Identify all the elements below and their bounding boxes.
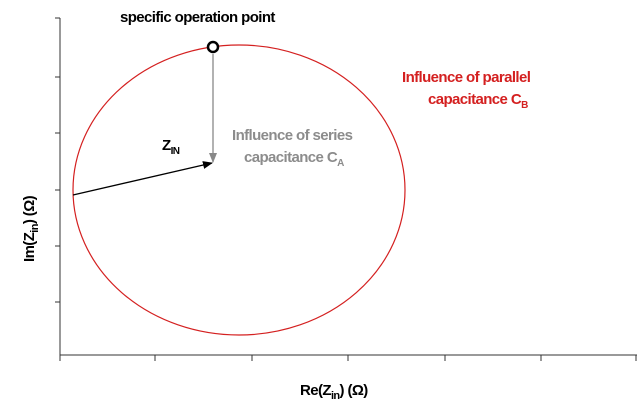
y-main: Im(Z: [21, 232, 38, 262]
parallel-line1: Influence of parallel: [402, 69, 531, 86]
series-line2: capacitance CA: [244, 149, 344, 169]
parallel-text: capacitance C: [428, 91, 522, 108]
axes: [55, 17, 637, 361]
y-axis-label: Im(Zin) (Ω): [21, 195, 41, 262]
y-sub: in: [29, 223, 41, 232]
x-rest: ) (Ω): [340, 382, 369, 399]
parallel-sub: B: [521, 100, 528, 111]
x-sub: in: [331, 390, 340, 402]
parallel-line2: capacitance CB: [428, 91, 528, 111]
x-main: Re(Z: [300, 382, 331, 399]
series-line1: Influence of series: [232, 127, 353, 144]
y-rest: ) (Ω): [21, 195, 38, 224]
series-sub: A: [337, 158, 344, 169]
impedance-circle: [72, 44, 406, 336]
operation-point: [206, 40, 220, 54]
series-label: Influence of series capacitance CA: [232, 127, 353, 169]
series-text: capacitance C: [244, 149, 338, 166]
zin-main: Z: [162, 137, 171, 154]
operation-point-label: specific operation point: [120, 9, 275, 26]
zin-arrow: [72, 161, 213, 196]
zin-sub: IN: [171, 146, 180, 157]
zin-label: ZIN: [162, 137, 180, 157]
x-axis-label: Re(Zin) (Ω): [300, 382, 368, 402]
